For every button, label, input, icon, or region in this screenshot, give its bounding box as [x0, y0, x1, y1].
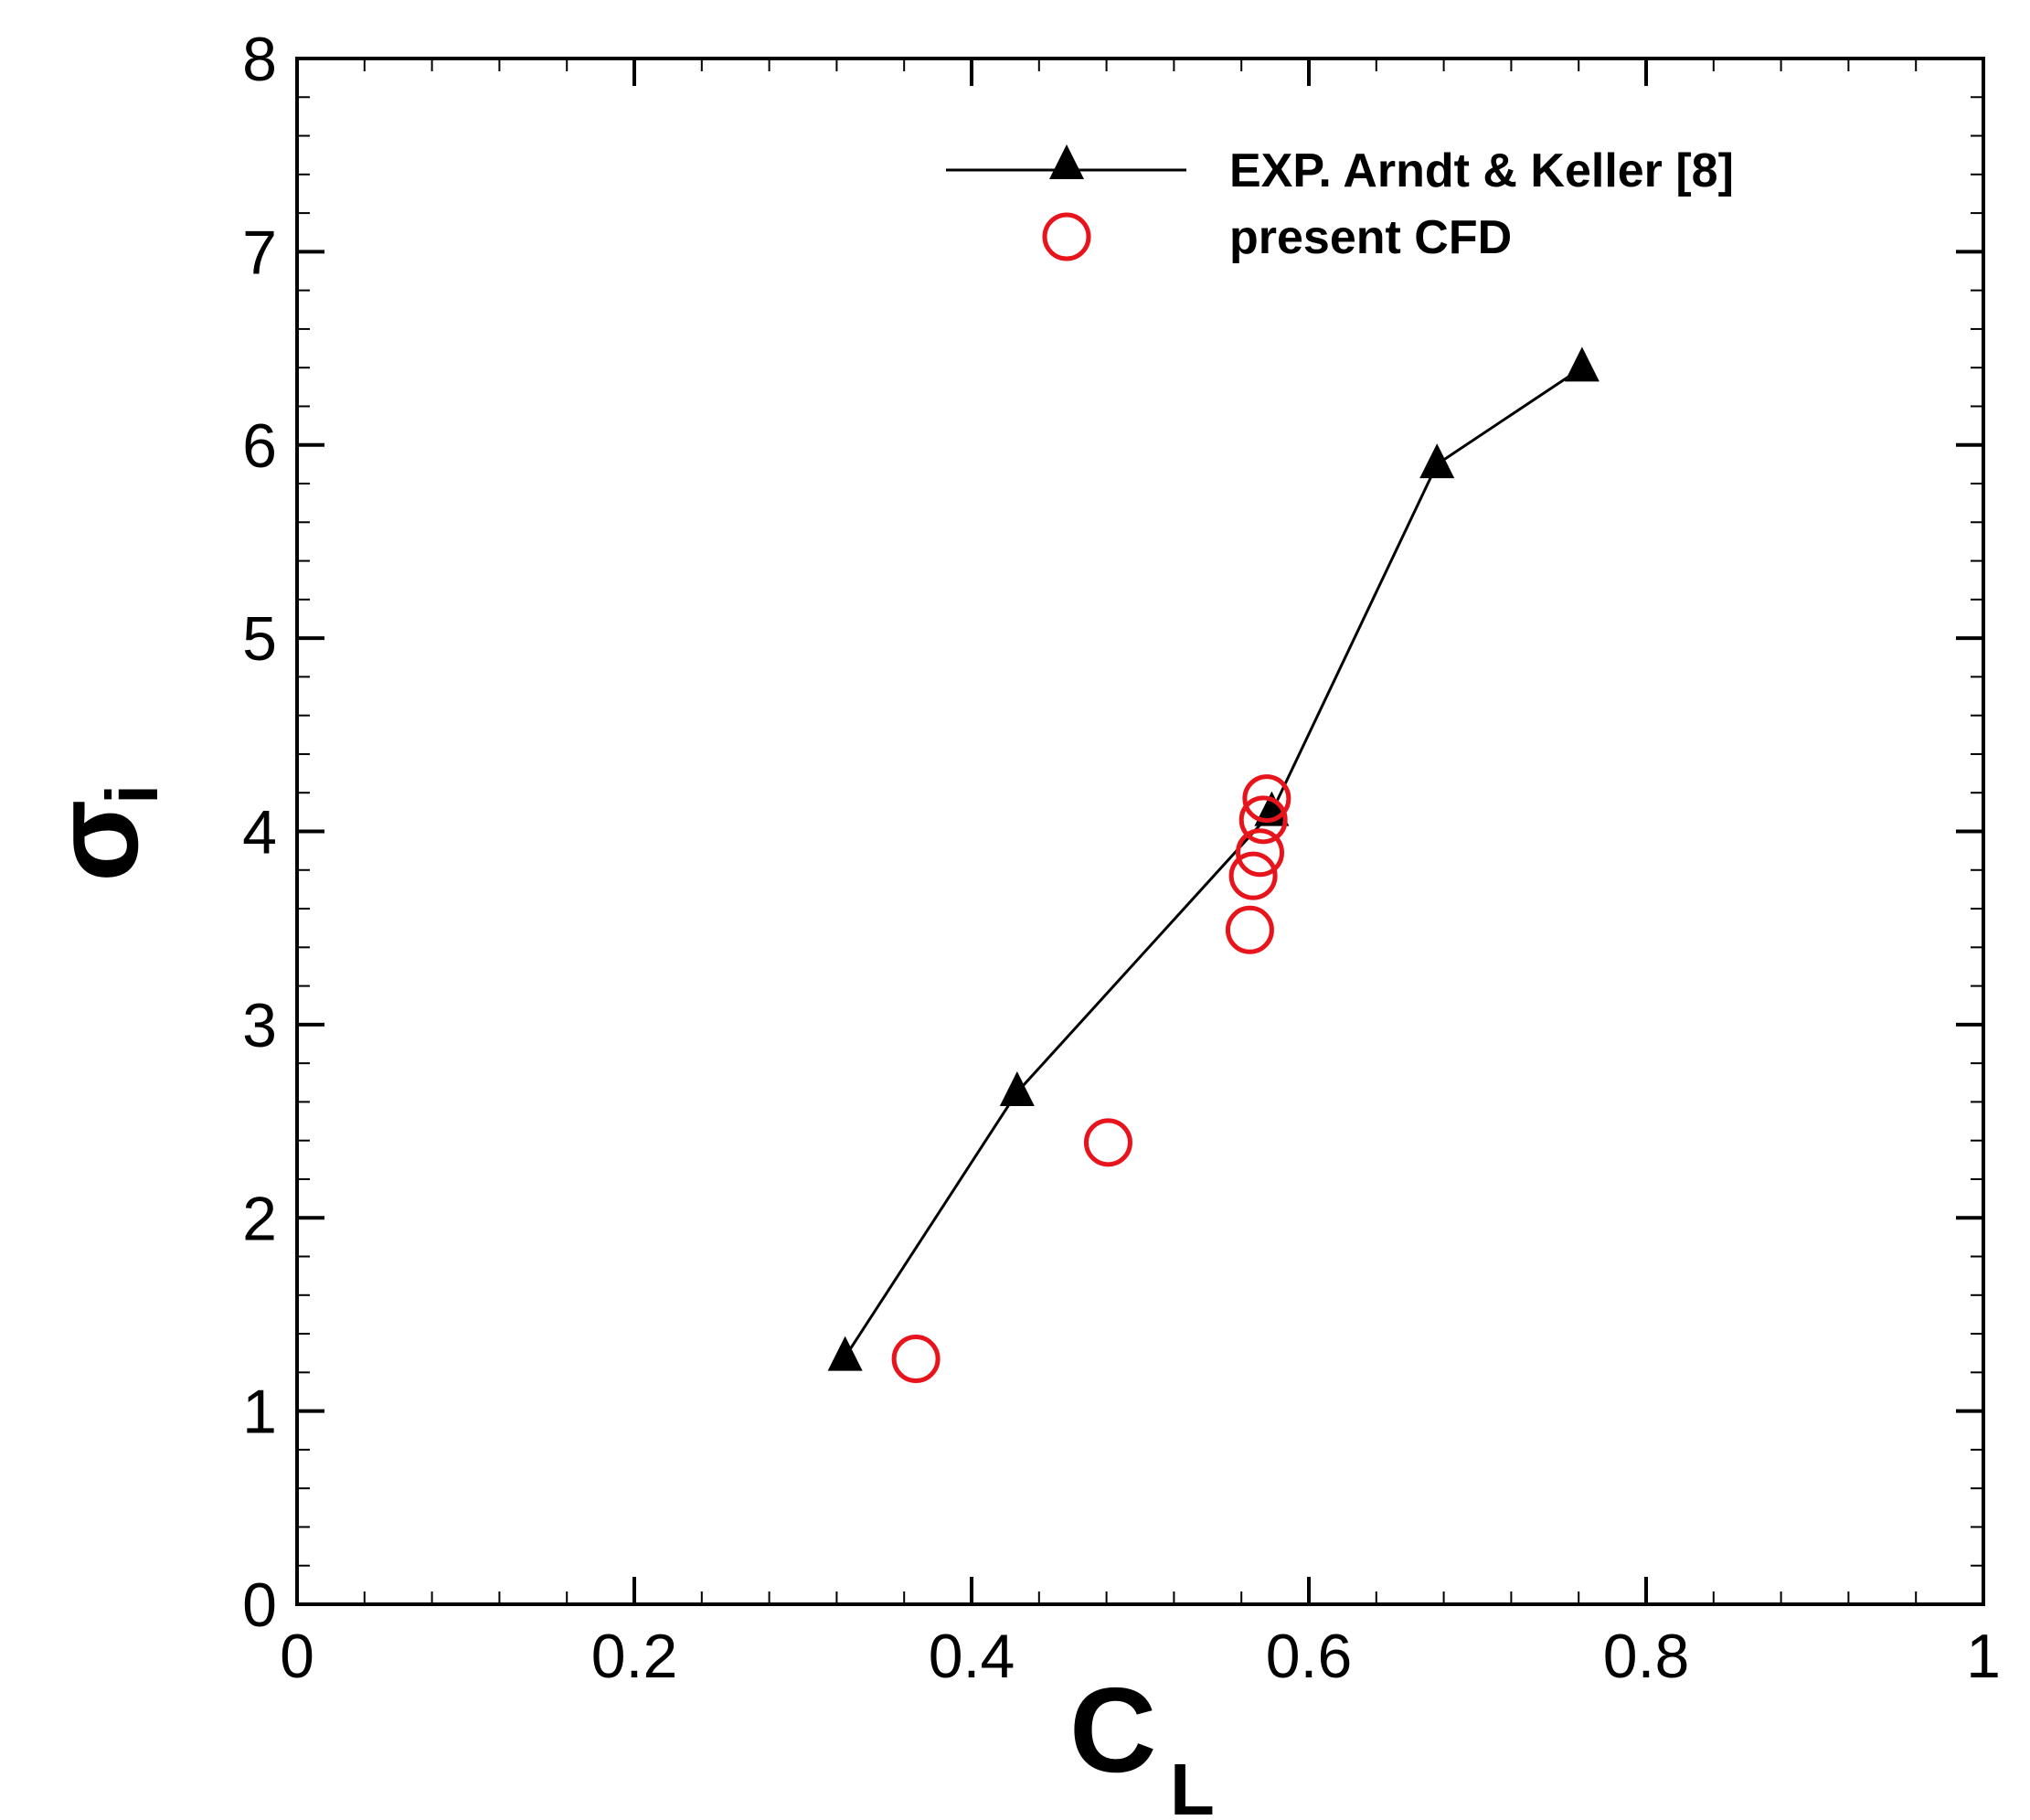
exp-data-point — [999, 1071, 1035, 1107]
cfd-data-point — [1228, 851, 1278, 900]
x-tick-label: 0.8 — [1603, 1622, 1690, 1691]
x-axis-title: C L — [1069, 1663, 1215, 1820]
y-tick-label: 4 — [242, 798, 277, 867]
y-tick-label: 8 — [242, 25, 277, 94]
y-axis-title: σ i — [28, 784, 173, 882]
x-tick-label: 1 — [1966, 1622, 2001, 1691]
axis-tick-labels: 0 0.2 0.4 0.6 0.8 1 0 1 2 3 4 5 6 7 8 — [242, 25, 2001, 1691]
x-tick-label: 0.4 — [929, 1622, 1015, 1691]
x-tick-label: 0.2 — [591, 1622, 678, 1691]
series-line-exp — [844, 366, 1583, 1358]
y-tick-label: 7 — [242, 218, 277, 287]
exp-data-point — [827, 1336, 863, 1371]
plot-frame — [295, 57, 1985, 1606]
x-axis-title-main: C — [1069, 1663, 1156, 1797]
x-tick-label: 0 — [280, 1622, 314, 1691]
exp-data-point — [1419, 443, 1455, 479]
y-tick-label: 6 — [242, 411, 277, 481]
y-tick-label: 0 — [242, 1570, 277, 1640]
y-tick-label: 2 — [242, 1184, 277, 1253]
legend: EXP. Arndt & Keller [8] present CFD — [946, 144, 1734, 264]
cfd-data-point — [1225, 905, 1274, 954]
y-tick-label: 3 — [242, 991, 277, 1060]
cfd-data-point — [1235, 828, 1284, 878]
legend-label-cfd: present CFD — [1229, 211, 1512, 264]
y-tick-label: 5 — [242, 604, 277, 674]
x-tick-label: 0.6 — [1266, 1622, 1353, 1691]
cfd-data-point — [1242, 774, 1291, 824]
exp-data-point — [1564, 346, 1600, 382]
axis-ticks — [295, 57, 1985, 1606]
legend-label-exp: EXP. Arndt & Keller [8] — [1229, 144, 1734, 197]
cfd-data-point — [1083, 1118, 1132, 1167]
cfd-data-point — [891, 1335, 941, 1384]
cfd-data-point — [1238, 795, 1288, 845]
legend-circle-marker — [1042, 212, 1091, 261]
y-axis-title-main: σ — [28, 800, 163, 882]
y-axis-title-sub: i — [91, 784, 173, 804]
legend-triangle-marker — [1049, 144, 1084, 179]
series-layer — [827, 346, 1600, 1384]
y-tick-label: 1 — [242, 1378, 277, 1447]
x-axis-title-sub: L — [1170, 1749, 1215, 1820]
